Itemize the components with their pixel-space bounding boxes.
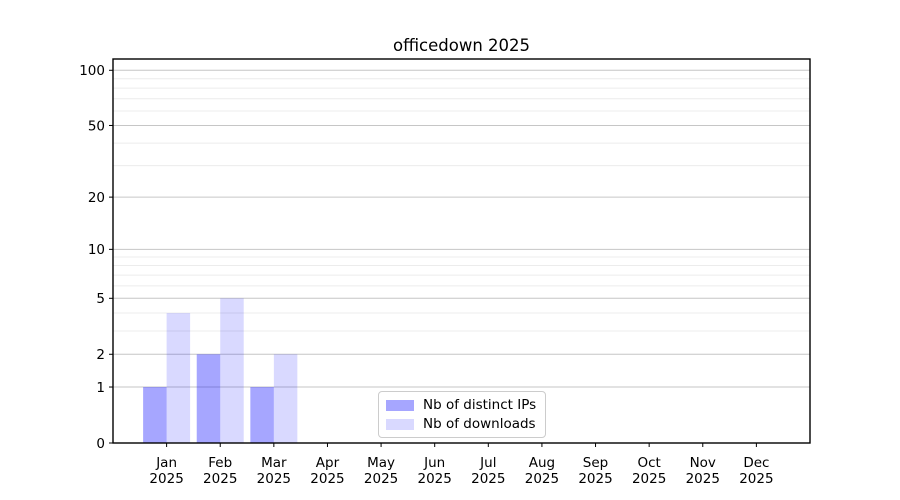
bar-downloads-mar [273,354,298,443]
y-tick-label-20: 20 [88,190,105,206]
x-tick-label-year-feb: 2025 [203,471,237,487]
x-tick-label-year-aug: 2025 [525,471,559,487]
x-tick-label-year-dec: 2025 [739,471,773,487]
x-tick-label-year-jan: 2025 [149,471,183,487]
y-tick-label-100: 100 [79,63,105,79]
x-tick-label-month-sep: Sep [583,455,608,471]
y-tick-label-1: 1 [96,380,105,396]
x-tick-label-month-jan: Jan [155,455,177,471]
plot-border [112,58,811,444]
x-tick-label-year-jul: 2025 [471,471,505,487]
bar-distinct-ips-jan [143,387,167,443]
chart-title: officedown 2025 [392,36,531,55]
y-tick-label-5: 5 [96,291,105,307]
x-tick-label-month-jun: Jun [423,455,445,471]
bar-downloads-feb [220,298,244,443]
x-tick-label-year-oct: 2025 [632,471,666,487]
x-tick-label-year-apr: 2025 [310,471,344,487]
bar-distinct-ips-mar [250,387,274,443]
y-tick-label-0: 0 [96,436,105,452]
legend: Nb of distinct IPs Nb of downloads [378,391,547,438]
y-tick-label-2: 2 [96,347,105,363]
legend-swatch-distinct-ips [386,399,414,411]
x-tick-label-month-jul: Jul [479,455,496,471]
x-tick-label-year-may: 2025 [364,471,398,487]
y-tick-label-50: 50 [88,118,105,134]
legend-label-downloads: Nb of downloads [423,416,536,432]
x-tick-label-month-mar: Mar [261,455,287,471]
x-tick-label-year-jun: 2025 [418,471,452,487]
legend-item-downloads: Nb of downloads [386,416,536,432]
bar-distinct-ips-feb [196,354,221,443]
x-tick-label-month-nov: Nov [690,455,716,471]
y-tick-label-10: 10 [88,242,105,258]
x-tick-label-year-sep: 2025 [578,471,612,487]
x-tick-label-month-apr: Apr [316,455,340,471]
legend-swatch-downloads [386,418,414,430]
x-tick-label-year-nov: 2025 [686,471,720,487]
legend-label-distinct-ips: Nb of distinct IPs [423,397,537,413]
bar-downloads-jan [166,313,191,443]
x-tick-label-month-may: May [367,455,395,471]
x-tick-label-month-aug: Aug [529,455,555,471]
x-tick-label-year-mar: 2025 [257,471,291,487]
legend-item-distinct-ips: Nb of distinct IPs [386,397,536,413]
x-tick-label-month-oct: Oct [637,455,660,471]
x-tick-label-month-feb: Feb [208,455,232,471]
x-tick-label-month-dec: Dec [743,455,769,471]
